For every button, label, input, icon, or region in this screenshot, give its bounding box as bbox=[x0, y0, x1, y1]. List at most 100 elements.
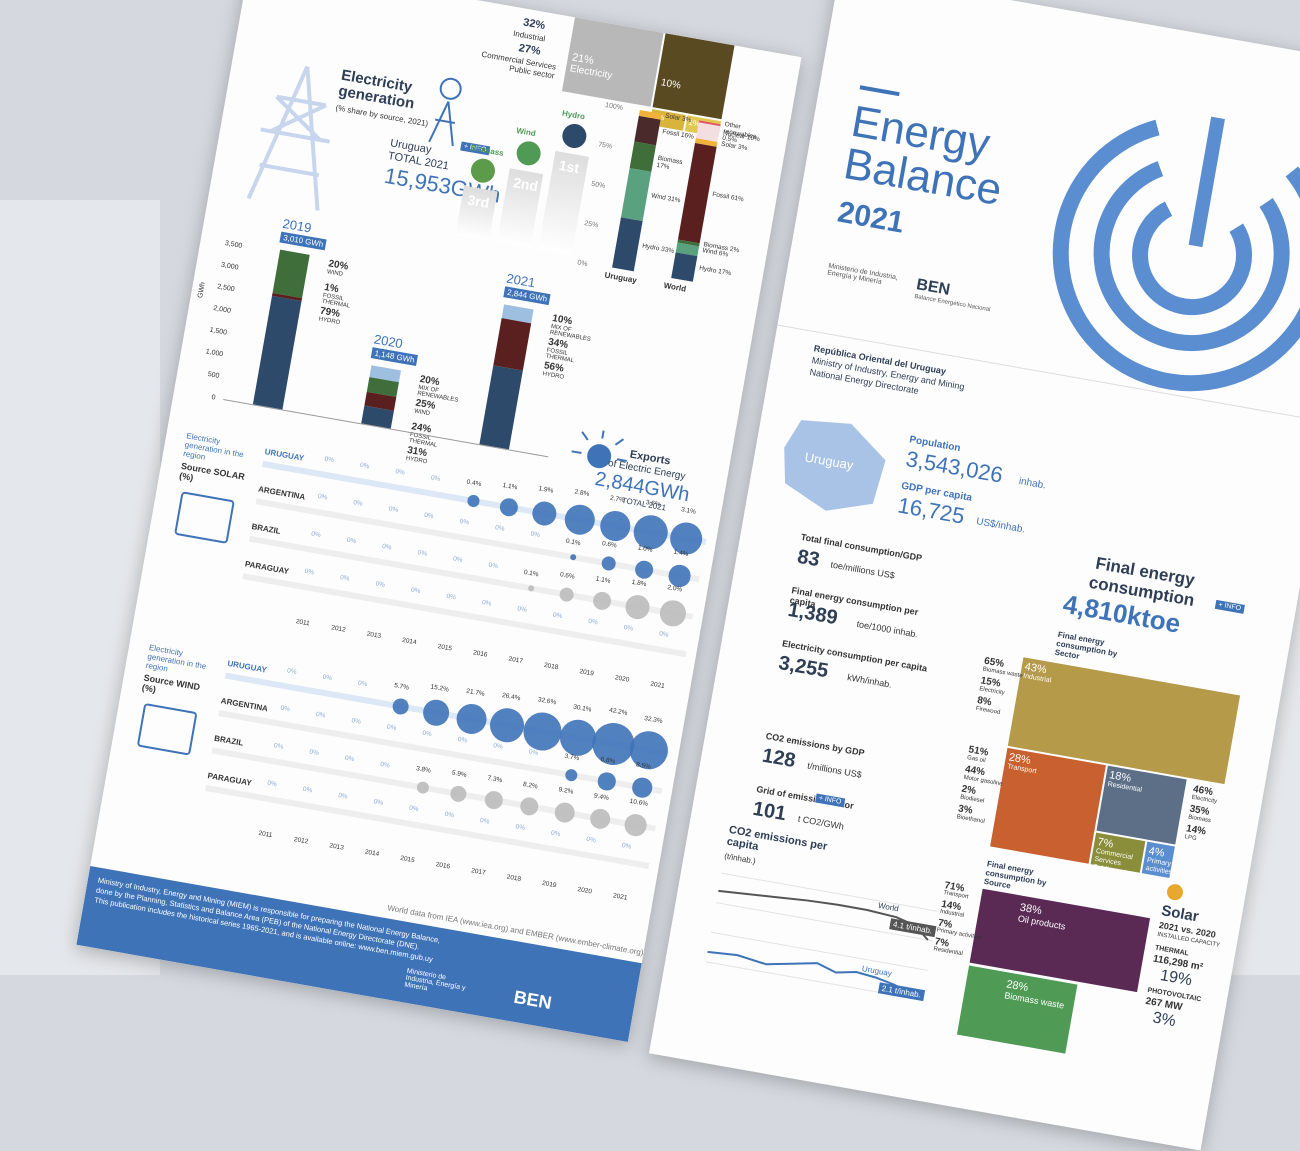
cell-value: 0% bbox=[350, 717, 362, 726]
cell-value: 6.8% bbox=[599, 756, 616, 766]
mix-name: Industrial bbox=[939, 908, 965, 919]
cell-value: 1.1% bbox=[595, 575, 612, 585]
cell-value: 0% bbox=[394, 468, 406, 477]
indicator-label: Total final consumption/GDP bbox=[800, 531, 923, 564]
cell-value: 42.2% bbox=[608, 706, 629, 717]
cell-value: 0% bbox=[479, 817, 490, 826]
cell-value: 0% bbox=[346, 536, 357, 546]
ben-logo: BEN bbox=[512, 986, 554, 1014]
country: URUGUAY bbox=[226, 658, 268, 675]
bubble bbox=[563, 767, 579, 783]
pct: 32% bbox=[522, 16, 547, 33]
indicator-unit: t CO2/GWh bbox=[797, 813, 845, 832]
year-label: 2013 bbox=[366, 630, 382, 640]
year-label: 2019 bbox=[541, 879, 557, 890]
share-segment bbox=[671, 252, 698, 282]
share-label: Hydro 17% bbox=[698, 264, 732, 278]
bubble bbox=[483, 789, 505, 811]
footer-text: Ministry of Industry, Energy and Mining … bbox=[93, 876, 441, 966]
cell-value: 0% bbox=[658, 630, 670, 639]
share-segment bbox=[634, 115, 661, 146]
year-label: 2011 bbox=[295, 618, 311, 628]
pylon-icon bbox=[428, 77, 462, 147]
unit: GWh bbox=[197, 281, 207, 299]
cell-value: 0% bbox=[528, 748, 539, 758]
treemap-cell: 21% Electricity bbox=[561, 17, 664, 107]
bubble bbox=[562, 502, 598, 538]
cell-value: 30.1% bbox=[572, 703, 592, 714]
cell-value: 0% bbox=[273, 742, 284, 751]
share-name: WIND bbox=[413, 408, 431, 418]
cell-value: 0% bbox=[359, 461, 370, 471]
year-label: 2018 bbox=[506, 873, 522, 883]
year: 2021 bbox=[835, 195, 907, 240]
cell-value: 2.8% bbox=[573, 488, 590, 498]
country: BRAZIL bbox=[213, 733, 245, 748]
bubble bbox=[415, 780, 431, 796]
treemap-cell: 7% Commercial Services Public sector bbox=[1090, 832, 1146, 873]
year-label: 2020 bbox=[614, 674, 630, 684]
podium-name: Wind bbox=[515, 125, 537, 139]
cell-value: 0% bbox=[388, 505, 399, 515]
cell-value: 0% bbox=[323, 455, 335, 465]
cell-value: 0% bbox=[423, 511, 435, 521]
bubble bbox=[596, 771, 617, 792]
year-label: 2012 bbox=[330, 624, 347, 634]
year-label: 2018 bbox=[543, 661, 559, 672]
left-page: 21%Electricity 10% 2% 1% 32% Industrial … bbox=[76, 0, 802, 1043]
cell-value: 0.4% bbox=[465, 478, 482, 489]
logo-rings bbox=[1052, 116, 1300, 392]
year-label: 2021 bbox=[612, 892, 628, 902]
bubble bbox=[449, 784, 468, 804]
cell-value: 0% bbox=[279, 704, 291, 714]
cell-value: 0% bbox=[430, 474, 441, 483]
cell-value: 0% bbox=[445, 592, 457, 602]
bubble bbox=[598, 508, 633, 544]
country: BRAZIL bbox=[250, 521, 282, 536]
cell-value: 0% bbox=[321, 673, 333, 683]
row-line bbox=[242, 573, 687, 658]
country: PARAGUAY bbox=[244, 559, 290, 576]
bubble bbox=[529, 499, 559, 528]
cell-value: 0% bbox=[379, 760, 391, 770]
cell-value: 0% bbox=[529, 530, 541, 540]
cell-value: 0.1% bbox=[523, 568, 540, 579]
bubble bbox=[600, 555, 617, 572]
axis-label: 0% bbox=[576, 259, 588, 269]
cell-value: 0% bbox=[585, 835, 597, 845]
bar-segment bbox=[252, 295, 302, 410]
year-label: 2014 bbox=[364, 848, 380, 858]
cell-value: 0% bbox=[494, 524, 506, 533]
mix-name: Bioethanol bbox=[956, 814, 986, 826]
year-label: 2016 bbox=[472, 649, 488, 659]
solar-box: Solar 2021 vs. 2020 INSTALLED CAPACITY THER… bbox=[840, 0, 1300, 1030]
indicator-value: 3,255 bbox=[776, 652, 830, 683]
gdp-unit: US$/inhab. bbox=[975, 516, 1026, 536]
cell-value: 3.8% bbox=[415, 764, 432, 775]
cell-value: 2.7% bbox=[609, 494, 626, 505]
bar-segment bbox=[479, 365, 523, 450]
sun-icon bbox=[1166, 884, 1183, 901]
bubble bbox=[391, 697, 410, 716]
bubble bbox=[588, 807, 612, 831]
indicator-value: 101 bbox=[751, 797, 788, 826]
bubble bbox=[591, 589, 613, 612]
year-label: 2013 bbox=[328, 842, 345, 852]
bubble bbox=[421, 697, 451, 728]
cell-value: 0% bbox=[304, 567, 315, 577]
cell-value: 0% bbox=[481, 599, 492, 608]
podium-name: Biomass bbox=[469, 143, 505, 158]
cell-value: 1.8% bbox=[631, 578, 647, 589]
year-label: 2017 bbox=[470, 867, 487, 877]
share-name: HYDRO bbox=[318, 316, 341, 327]
line: done by the Planning, Statistics and Bal… bbox=[95, 885, 421, 952]
y-tick: 500 bbox=[207, 371, 220, 380]
bubble bbox=[453, 701, 490, 737]
mix-name: Residential bbox=[932, 946, 964, 958]
tower-icon bbox=[246, 65, 331, 211]
cell-value: 0% bbox=[337, 792, 349, 801]
bubble bbox=[623, 593, 652, 622]
y-tick: 3,000 bbox=[220, 261, 239, 272]
indicator-unit: t/millions US$ bbox=[806, 760, 863, 780]
